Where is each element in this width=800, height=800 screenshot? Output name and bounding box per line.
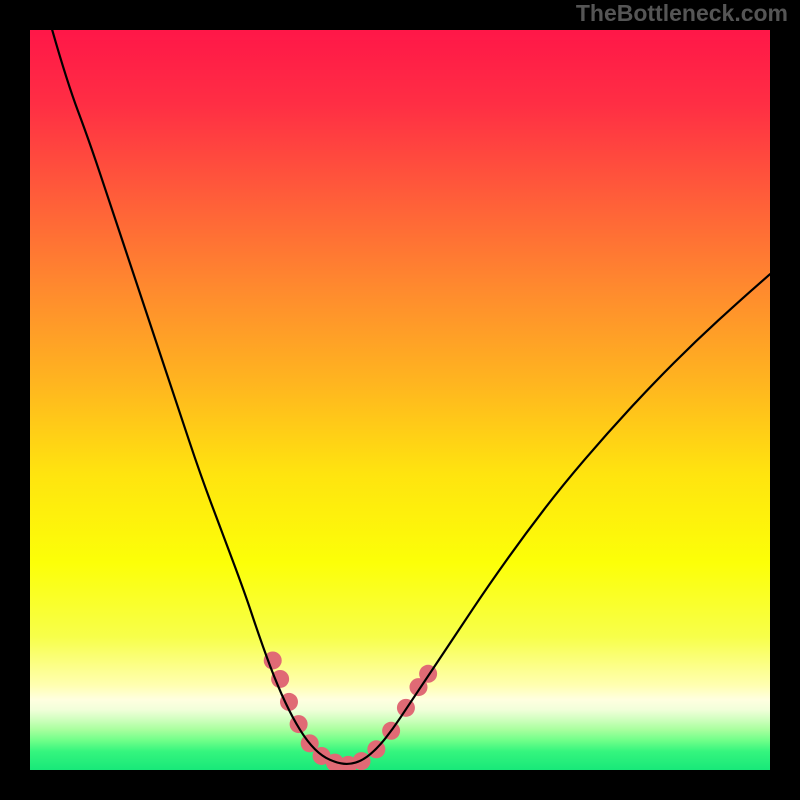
gradient-background [30, 30, 770, 770]
watermark-text: TheBottleneck.com [576, 0, 788, 27]
image-canvas: TheBottleneck.com [0, 0, 800, 800]
chart-svg [30, 30, 770, 770]
plot-area [30, 30, 770, 770]
